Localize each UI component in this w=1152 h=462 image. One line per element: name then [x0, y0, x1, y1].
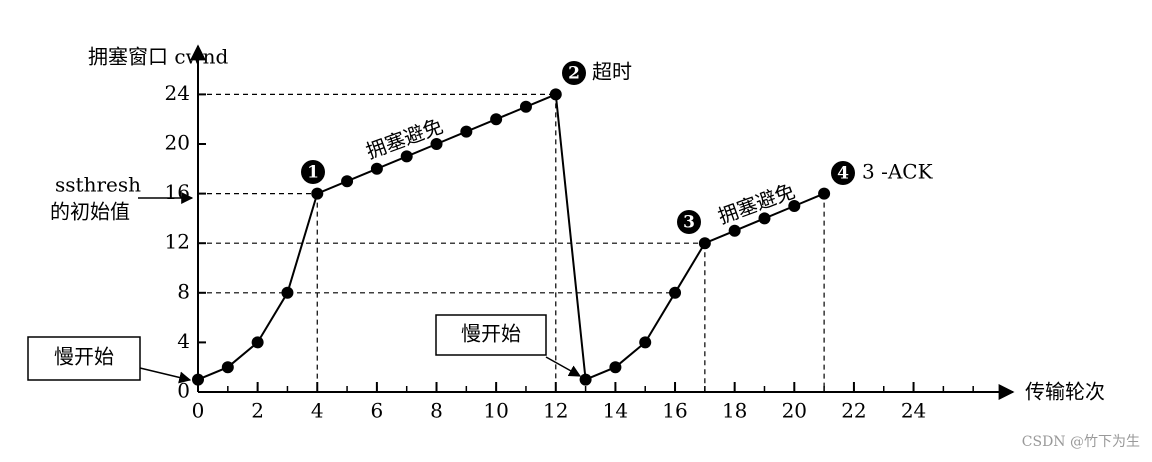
- marker-badge: [562, 61, 586, 85]
- x-tick-label: 16: [662, 399, 687, 423]
- data-point: [519, 100, 532, 113]
- x-tick-label: 10: [483, 399, 508, 423]
- data-point: [311, 187, 324, 200]
- data-point: [192, 373, 204, 386]
- data-point: [818, 187, 831, 200]
- x-tick-label: 18: [722, 399, 747, 423]
- data-point: [549, 88, 562, 101]
- y-axis-title: 拥塞窗口 cwnd: [88, 45, 229, 69]
- x-tick-label: 14: [603, 399, 628, 423]
- x-tick-label: 6: [371, 399, 384, 423]
- y-tick-label: 12: [165, 230, 190, 254]
- watermark: CSDN @竹下为生: [1022, 434, 1140, 450]
- data-point: [669, 286, 682, 299]
- marker-badge: [831, 161, 855, 185]
- x-tick-label: 8: [430, 399, 443, 423]
- annotation: 慢开始: [461, 322, 521, 346]
- annotation: 慢开始: [54, 345, 114, 369]
- x-tick-label: 2: [251, 399, 264, 423]
- data-point: [221, 361, 234, 374]
- marker-number: 1: [307, 163, 319, 183]
- data-point: [788, 200, 801, 212]
- x-tick-label: 22: [841, 399, 866, 423]
- data-point: [639, 336, 652, 349]
- y-tick-label: 0: [177, 379, 190, 403]
- marker-number: 4: [837, 164, 849, 184]
- y-tick-label: 20: [165, 131, 190, 155]
- label-box: [435, 314, 547, 356]
- annotation: 3 -ACK: [862, 160, 934, 184]
- annotation: 的初始值: [50, 200, 130, 224]
- x-tick-label: 20: [782, 399, 807, 423]
- data-point: [430, 138, 443, 150]
- annotation: ssthresh: [55, 173, 141, 197]
- data-point: [728, 224, 741, 237]
- data-point: [460, 125, 473, 138]
- y-tick-label: 4: [177, 329, 190, 353]
- data-point: [400, 150, 413, 163]
- x-tick-label: 24: [901, 399, 926, 423]
- data-point: [579, 373, 592, 386]
- label-box: [27, 336, 141, 381]
- annotation: 超时: [592, 60, 632, 84]
- x-axis-title: 传输轮次: [1025, 380, 1105, 404]
- data-point: [251, 336, 264, 349]
- x-tick-label: 12: [543, 399, 568, 423]
- series-line: [197, 92, 825, 382]
- data-point: [490, 113, 503, 126]
- y-tick-label: 24: [165, 81, 190, 105]
- x-tick-label: 0: [192, 399, 205, 423]
- y-tick-label: 16: [165, 180, 190, 204]
- marker-number: 3: [683, 213, 695, 233]
- marker-badge: [677, 210, 701, 234]
- data-point: [370, 162, 383, 175]
- data-point: [341, 175, 354, 188]
- data-point: [281, 286, 294, 299]
- marker-number: 2: [568, 64, 580, 84]
- data-point: [698, 237, 711, 250]
- x-tick-label: 4: [311, 399, 324, 423]
- data-point: [758, 212, 771, 225]
- marker-badge: [301, 160, 325, 184]
- y-tick-label: 8: [177, 279, 190, 303]
- data-point: [609, 361, 622, 374]
- annotation-arrow: [545, 356, 582, 377]
- annotation-arrow: [139, 367, 192, 384]
